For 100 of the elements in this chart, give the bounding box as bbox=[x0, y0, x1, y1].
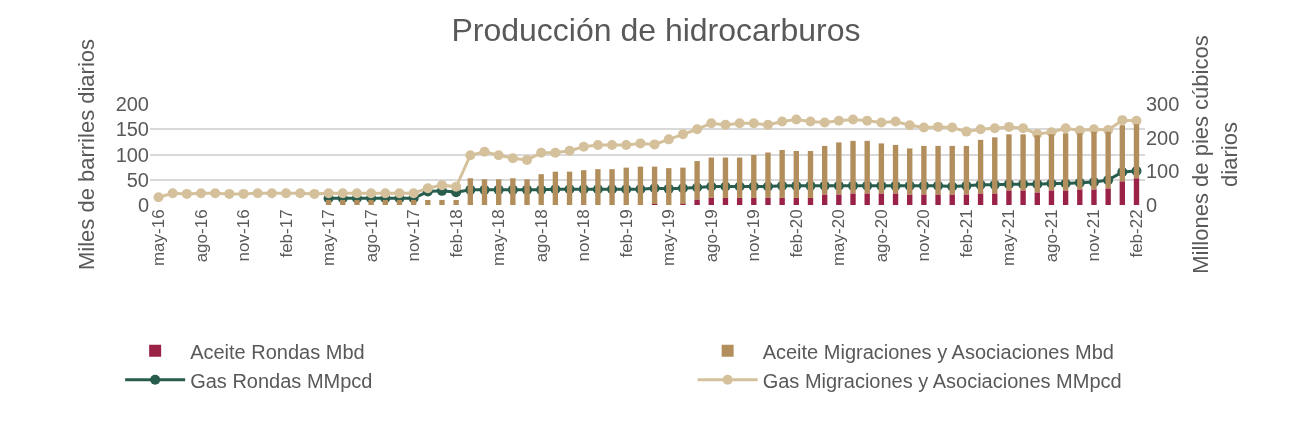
bar bbox=[892, 193, 899, 205]
y-tick-label: 0 bbox=[137, 194, 149, 216]
legend-label: Gas Migraciones y Asociaciones MMpcd bbox=[762, 369, 1122, 392]
x-tick-label: may-21 bbox=[999, 209, 1019, 267]
chart-title: Producción de hidrocarburos bbox=[451, 12, 861, 49]
bar bbox=[977, 193, 984, 205]
x-tick-label: ago-18 bbox=[531, 209, 551, 263]
bar bbox=[921, 145, 927, 195]
y2-tick-label: 100 bbox=[1146, 160, 1180, 183]
bar bbox=[1091, 189, 1097, 205]
bar bbox=[581, 170, 587, 205]
bar bbox=[495, 179, 502, 205]
legend-label: Gas Rondas MMpcd bbox=[190, 369, 373, 392]
bar bbox=[708, 157, 714, 198]
y-tick-label: 200 bbox=[115, 93, 149, 115]
bar bbox=[694, 161, 700, 200]
x-tick-label: nov-17 bbox=[404, 209, 424, 262]
bar bbox=[892, 144, 899, 194]
bar bbox=[666, 168, 672, 205]
bar bbox=[878, 193, 885, 205]
bar bbox=[1034, 192, 1040, 205]
bar bbox=[708, 197, 714, 205]
y2-tick-label: 0 bbox=[1146, 194, 1158, 216]
bar bbox=[921, 194, 927, 205]
bar bbox=[836, 194, 842, 205]
bar bbox=[1048, 190, 1055, 205]
bar bbox=[1077, 189, 1083, 205]
y-axis-title: Miles de barriles diarios bbox=[74, 38, 100, 271]
bar bbox=[510, 178, 516, 205]
bar bbox=[779, 149, 785, 198]
x-tick-label: may-19 bbox=[659, 209, 679, 267]
y-tick-label: 50 bbox=[126, 168, 149, 191]
x-tick-label: ago-19 bbox=[701, 209, 721, 263]
bar bbox=[949, 145, 955, 195]
bar bbox=[609, 169, 615, 205]
bar bbox=[864, 140, 870, 194]
bar bbox=[821, 145, 828, 195]
bar bbox=[1133, 178, 1140, 205]
bar bbox=[793, 150, 800, 198]
x-tick-label: feb-18 bbox=[446, 209, 466, 258]
bar bbox=[977, 139, 984, 194]
bar bbox=[425, 199, 431, 205]
x-tick-label: nov-19 bbox=[744, 209, 764, 262]
bar bbox=[566, 171, 573, 205]
bar bbox=[992, 193, 998, 205]
bar bbox=[538, 174, 544, 205]
bar bbox=[1119, 181, 1126, 205]
bar bbox=[623, 167, 629, 205]
bar bbox=[680, 167, 686, 204]
x-tick-label: feb-19 bbox=[616, 209, 636, 258]
x-tick-label: feb-20 bbox=[786, 209, 806, 258]
bar bbox=[595, 169, 601, 205]
x-tick-label: ago-20 bbox=[871, 209, 891, 263]
x-tick-label: nov-18 bbox=[574, 209, 594, 262]
y2-tick-label: 300 bbox=[1146, 93, 1180, 115]
bar bbox=[963, 145, 970, 195]
bar bbox=[439, 199, 445, 205]
x-tick-label: feb-17 bbox=[276, 209, 296, 258]
bar bbox=[907, 148, 913, 195]
x-tick-label: feb-21 bbox=[956, 209, 976, 258]
bar bbox=[467, 178, 474, 205]
bar bbox=[850, 193, 856, 205]
bar bbox=[1020, 190, 1026, 205]
bar bbox=[836, 142, 842, 195]
bar bbox=[963, 194, 970, 205]
x-tick-label: ago-17 bbox=[361, 209, 381, 263]
y-tick-label: 150 bbox=[115, 118, 149, 141]
legend-label: Aceite Migraciones y Asociaciones Mbd bbox=[762, 340, 1114, 363]
bar bbox=[1006, 190, 1012, 205]
bar bbox=[751, 155, 757, 198]
bar bbox=[864, 193, 870, 205]
bar bbox=[793, 197, 800, 205]
legend-label: Aceite Rondas Mbd bbox=[190, 340, 365, 363]
bar bbox=[807, 197, 814, 205]
bar bbox=[807, 150, 814, 198]
bar bbox=[1105, 188, 1111, 205]
bar bbox=[736, 197, 743, 205]
bar bbox=[949, 194, 955, 205]
x-tick-label: may-20 bbox=[829, 209, 849, 267]
bar bbox=[651, 166, 658, 204]
bar bbox=[552, 171, 559, 205]
bar bbox=[637, 166, 644, 205]
bar bbox=[779, 197, 785, 205]
bar bbox=[453, 199, 459, 205]
y-tick-label: 100 bbox=[115, 143, 149, 166]
bar bbox=[765, 197, 771, 205]
bar bbox=[736, 157, 743, 198]
x-tick-label: nov-16 bbox=[234, 209, 254, 262]
bar bbox=[765, 152, 771, 198]
x-tick-label: nov-21 bbox=[1084, 209, 1104, 262]
bar bbox=[821, 194, 828, 205]
x-tick-label: ago-21 bbox=[1041, 209, 1061, 263]
x-tick-label: ago-16 bbox=[191, 209, 211, 263]
bar bbox=[481, 179, 488, 205]
bar bbox=[935, 194, 941, 205]
bar bbox=[751, 197, 757, 205]
x-tick-label: may-18 bbox=[489, 209, 509, 267]
bar bbox=[524, 179, 530, 205]
x-tick-label: may-17 bbox=[319, 209, 339, 267]
bar bbox=[722, 197, 729, 205]
